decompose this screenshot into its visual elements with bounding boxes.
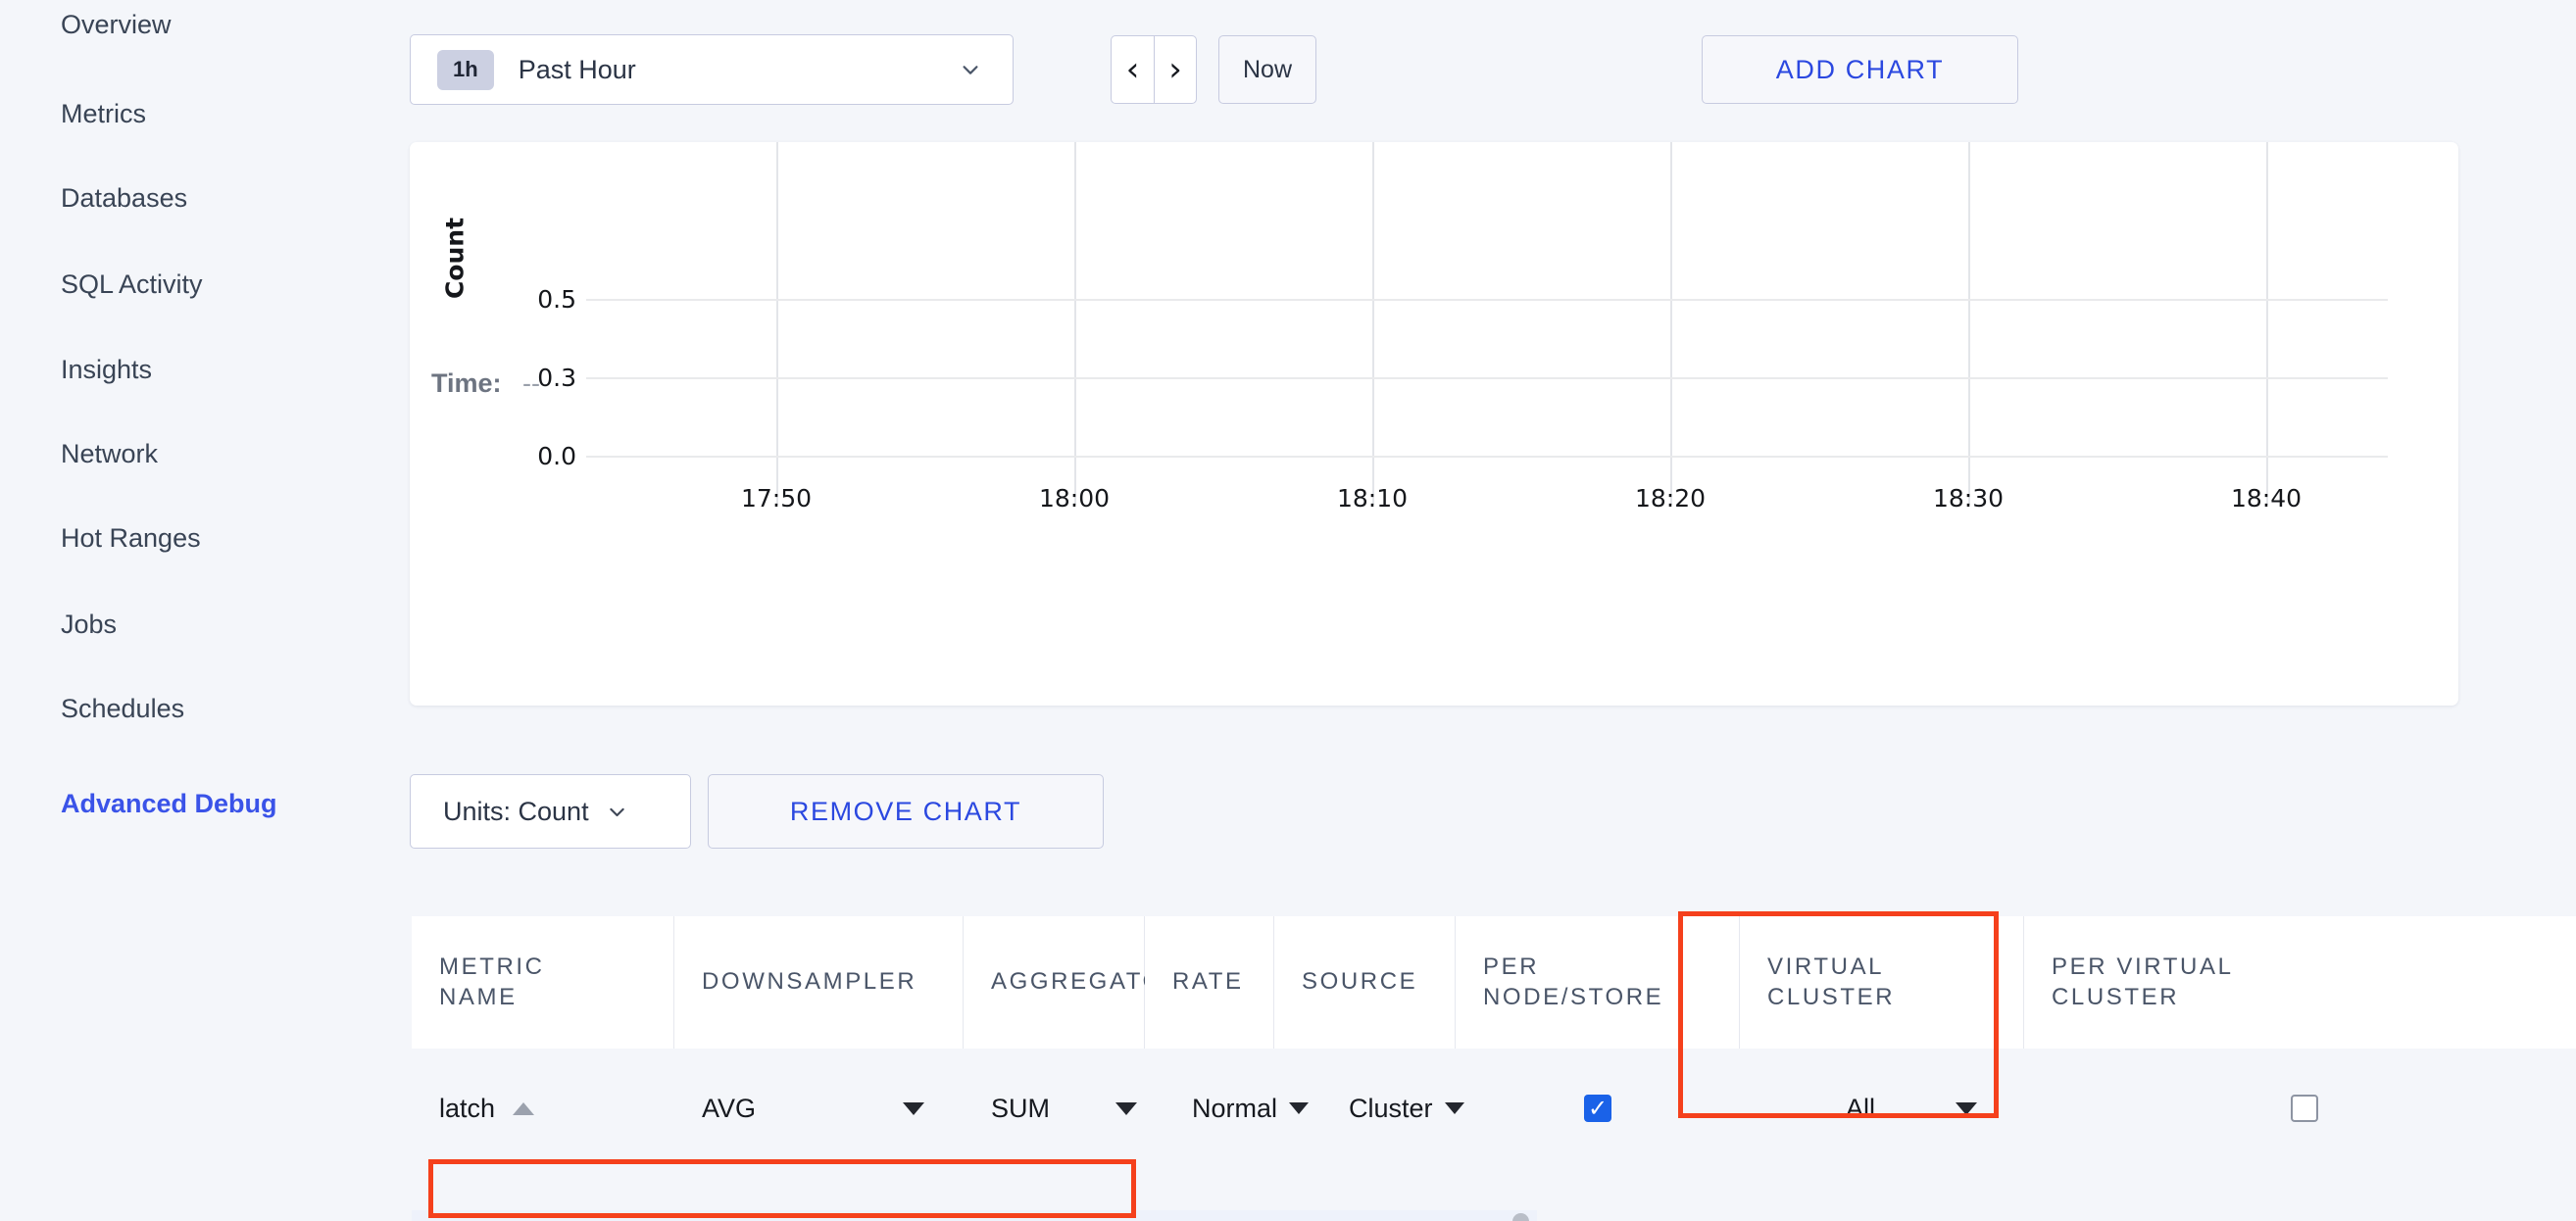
cell-downsampler[interactable]: AVG [674, 1070, 964, 1147]
column-header-per-node-store[interactable]: PER NODE/STORE [1456, 916, 1740, 1049]
metric-name-value: latch [439, 1093, 496, 1123]
cell-metric-name[interactable]: latch [412, 1070, 674, 1147]
chart-xtick-label: 18:20 [1634, 484, 1707, 513]
sort-ascending-icon[interactable] [513, 1101, 535, 1115]
suggestion-scrollbar[interactable] [1512, 1213, 1529, 1221]
cell-rate[interactable]: Normal [1145, 1070, 1310, 1147]
chart-vgridline [1372, 142, 1374, 505]
per-virtual-cluster-checkbox[interactable] [2291, 1095, 2318, 1122]
timeframe-label: Past Hour [518, 54, 636, 84]
chevron-down-icon[interactable] [1115, 1101, 1137, 1115]
remove-chart-button[interactable]: REMOVE CHART [708, 774, 1104, 849]
chevron-down-icon[interactable] [1444, 1102, 1464, 1114]
chevron-down-icon[interactable] [1289, 1102, 1310, 1114]
chart-xtick-label: 18:40 [2230, 484, 2303, 513]
chart-vgridline [1670, 142, 1672, 505]
chart-xtick-label: 18:30 [1932, 484, 2005, 513]
next-period-button[interactable]: › [1154, 35, 1197, 104]
add-chart-button[interactable]: ADD CHART [1702, 35, 2018, 104]
chevron-down-icon [963, 66, 978, 74]
timeframe-select[interactable]: 1h Past Hour [410, 34, 1014, 105]
units-label: Units: Count [443, 796, 589, 826]
downsampler-value: AVG [702, 1093, 757, 1123]
chart-hgridline [586, 377, 2388, 379]
timeframe-badge: 1h [437, 49, 494, 90]
column-header-source[interactable]: SOURCE [1274, 916, 1456, 1049]
column-header-virtual-cluster[interactable]: VIRTUAL CLUSTER [1740, 916, 2024, 1049]
sidebar-item-network[interactable]: Network [61, 439, 159, 468]
chart-xtick-label: 18:10 [1336, 484, 1409, 513]
source-value: Cluster [1349, 1093, 1433, 1123]
chart-xtick-label: 18:00 [1038, 484, 1111, 513]
chart-card[interactable]: 0.5 0.3 0.0 Count 17:50 18:00 18:10 18:2… [410, 142, 2458, 706]
chart-vgridline [776, 142, 778, 505]
sidebar-item-insights[interactable]: Insights [61, 355, 153, 384]
sidebar-item-overview[interactable]: Overview [61, 10, 172, 39]
aggregator-value: SUM [991, 1093, 1050, 1123]
chart-ytick-label: 0.0 [537, 442, 576, 470]
now-button[interactable]: Now [1218, 35, 1316, 104]
chart-time-label: Time: [431, 368, 502, 398]
cell-aggregator[interactable]: SUM [964, 1070, 1145, 1147]
metric-name-suggestion-panel: kv.concurrency.latch_conflict_wait_durat… [412, 1210, 1537, 1221]
sidebar-item-schedules[interactable]: Schedules [61, 694, 185, 723]
sidebar-item-sql-activity[interactable]: SQL Activity [61, 269, 203, 299]
prev-period-button[interactable]: ‹ [1111, 35, 1154, 104]
column-header-per-virtual-cluster[interactable]: PER VIRTUAL CLUSTER [2024, 916, 2576, 1049]
chart-vgridline [2266, 142, 2268, 505]
chart-y-axis-title: Count [440, 217, 470, 300]
table-row: latch AVG SUM Normal Cluster [412, 1070, 2576, 1147]
units-select[interactable]: Units: Count [410, 774, 691, 849]
sidebar-item-jobs[interactable]: Jobs [61, 610, 118, 639]
sidebar-item-databases[interactable]: Databases [61, 183, 188, 213]
chart-ytick-label: 0.5 [537, 285, 576, 314]
suggestion-list-item[interactable]: kv.concurrency.latch_conflict_wait_durat… [412, 1210, 1510, 1221]
chevron-down-icon[interactable] [1956, 1101, 1977, 1115]
column-header-downsampler[interactable]: DOWNSAMPLER [674, 916, 964, 1049]
per-node-store-checkbox[interactable] [1584, 1095, 1611, 1122]
chart-xtick-label: 17:50 [740, 484, 813, 513]
cell-per-node-store[interactable] [1456, 1070, 1740, 1147]
chart-hgridline [586, 456, 2388, 458]
metrics-table: METRIC NAME DOWNSAMPLER AGGREGATOR RATE … [412, 916, 2576, 1221]
chart-ytick-label: 0.3 [537, 364, 576, 392]
table-header-row: METRIC NAME DOWNSAMPLER AGGREGATOR RATE … [412, 916, 2576, 1049]
cell-source[interactable]: Cluster [1274, 1070, 1464, 1147]
sidebar-nav: Overview Metrics Databases SQL Activity … [0, 0, 392, 1221]
cell-virtual-cluster[interactable]: All [1740, 1070, 2024, 1147]
sidebar-item-hot-ranges[interactable]: Hot Ranges [61, 523, 201, 553]
chevron-down-icon[interactable] [903, 1101, 924, 1115]
column-header-aggregator[interactable]: AGGREGATOR [964, 916, 1180, 1049]
chart-time-readout: Time: -- [431, 368, 540, 399]
chart-vgridline [1074, 142, 1076, 505]
sidebar-item-advanced-debug[interactable]: Advanced Debug [61, 789, 277, 818]
column-header-rate[interactable]: RATE [1145, 916, 1274, 1049]
rate-value: Normal [1192, 1093, 1278, 1123]
chart-hgridline [586, 299, 2388, 301]
sidebar-item-metrics[interactable]: Metrics [61, 99, 146, 128]
virtual-cluster-value: All [1846, 1093, 1876, 1123]
cell-per-virtual-cluster[interactable] [2024, 1070, 2576, 1147]
time-nav-arrows: ‹ › [1111, 35, 1197, 104]
chevron-down-icon [609, 807, 624, 816]
column-header-metric-name[interactable]: METRIC NAME [412, 916, 674, 1049]
chart-time-value: -- [522, 368, 541, 398]
chart-vgridline [1968, 142, 1970, 505]
